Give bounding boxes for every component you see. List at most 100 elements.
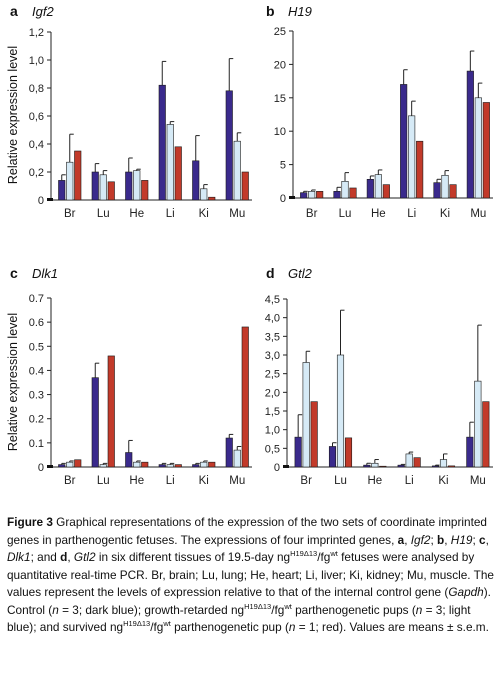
bar (308, 191, 316, 199)
y-tick-label: 0,5 (265, 443, 280, 455)
bar (107, 355, 115, 468)
y-tick-label: 20 (274, 59, 286, 71)
x-tick-label: Ki (440, 208, 450, 220)
caption-gene-a: Igf2 (410, 532, 431, 547)
bar (474, 97, 482, 199)
y-tick-label: 1,2 (29, 27, 44, 39)
x-tick-label: Ki (199, 475, 209, 487)
chart-panel-b: b H19 0 5 10 15 20 25 Br Lu He Li Ki Mu (266, 3, 493, 220)
bar (107, 181, 115, 201)
caption-genotype-sup: H19Δ13 (123, 619, 151, 629)
bar (91, 377, 99, 468)
bar (431, 465, 440, 468)
caption-gene-b: H19 (450, 532, 473, 547)
bar (349, 187, 357, 199)
bar (233, 140, 241, 201)
bar (58, 464, 66, 468)
chart-panel-c: c Dlk1 Relative expression level 0 0.1 0.2 0.3… (6, 265, 252, 487)
y-tick-label: 10 (274, 126, 286, 138)
bar (74, 459, 82, 468)
y-tick-label: 0,8 (29, 83, 44, 95)
y-tick-label: 3,0 (265, 350, 280, 362)
y-tick-label: 0.7 (29, 293, 44, 305)
bar (208, 196, 216, 201)
bar (366, 178, 374, 199)
caption-n: n (288, 620, 296, 634)
caption-text: = 1; red). Values are means ± s.e.m. (295, 620, 489, 634)
caption-text: in six different tissues of 19.5-day ng (95, 550, 291, 564)
bar (374, 174, 382, 199)
origin-marker (47, 198, 53, 201)
bar (241, 171, 249, 201)
x-tick-label: Lu (334, 475, 347, 487)
bar (379, 465, 387, 468)
bar (433, 182, 441, 199)
bar (408, 115, 416, 199)
y-tick-label: 1,5 (265, 406, 280, 418)
x-tick-label: Lu (97, 208, 110, 220)
caption-text: parthenogenetic pup ( (170, 620, 289, 634)
x-tick-label: Mu (229, 475, 245, 487)
bar (302, 362, 310, 468)
x-tick-label: He (371, 208, 386, 220)
y-tick-label: 0,2 (29, 167, 44, 179)
panel-letter: b (266, 3, 275, 19)
figure-caption: Figure 3 Graphical representations of th… (7, 515, 494, 634)
caption-n: n (52, 602, 59, 617)
y-tick-label: 1,0 (265, 425, 280, 437)
y-tick-label: 2,5 (265, 369, 280, 381)
y-tick-label: 0 (38, 462, 44, 474)
panel-letter: d (266, 265, 275, 281)
bar (447, 465, 456, 468)
y-axis-label: Relative expression level (6, 46, 20, 184)
panel-letter: a (10, 3, 18, 19)
x-tick-label: Ki (438, 475, 448, 487)
caption-genotype-sup: H19Δ13 (290, 549, 318, 559)
origin-marker (283, 465, 289, 468)
bar (74, 150, 82, 201)
chart-title: Igf2 (32, 4, 54, 19)
y-tick-label: 0.2 (29, 414, 44, 426)
bar (344, 437, 353, 468)
bar (225, 90, 233, 201)
x-tick-label: Li (166, 475, 175, 487)
caption-text: = 3; dark blue); growth-retarded ng (58, 602, 245, 617)
y-tick-label: 0.5 (29, 341, 44, 353)
bar (382, 184, 390, 199)
bar (125, 452, 133, 468)
bar (192, 160, 200, 201)
y-tick-label: 0.6 (29, 317, 44, 329)
y-axis-label: Relative expression level (6, 313, 20, 451)
caption-letter-b: b (437, 532, 445, 547)
bar (141, 180, 149, 201)
bar (416, 140, 424, 199)
bar (66, 161, 74, 201)
bar (158, 84, 166, 201)
bar (133, 170, 141, 201)
x-tick-label: He (367, 475, 382, 487)
panel-letter: c (10, 265, 18, 281)
caption-letter-d: d (60, 550, 68, 564)
caption-text: fetuses were analysed by quantitative re… (7, 550, 494, 599)
bar (363, 464, 371, 468)
chart-panel-d: d Gtl2 0 0,5 1,0 1,5 2,0 2,5 3,0 3,5 4,0 4,5 Br Lu He L… (265, 265, 493, 487)
y-tick-label: 0.4 (29, 365, 44, 377)
bar (225, 437, 233, 468)
bar (441, 174, 449, 199)
bar (466, 436, 474, 468)
bar (158, 464, 166, 468)
bar (192, 464, 200, 468)
x-tick-label: Br (64, 475, 76, 487)
origin-marker (289, 196, 295, 199)
y-tick-label: 0 (274, 462, 280, 474)
x-tick-label: Mu (470, 208, 486, 220)
bar (200, 188, 208, 201)
chart-title: H19 (288, 4, 312, 19)
bar (439, 459, 448, 468)
bar (310, 401, 318, 468)
chart-title: Dlk1 (32, 266, 58, 281)
y-tick-label: 0 (38, 195, 44, 207)
caption-n: n (415, 602, 423, 617)
x-tick-label: Lu (339, 208, 352, 220)
x-tick-label: Br (306, 208, 318, 220)
